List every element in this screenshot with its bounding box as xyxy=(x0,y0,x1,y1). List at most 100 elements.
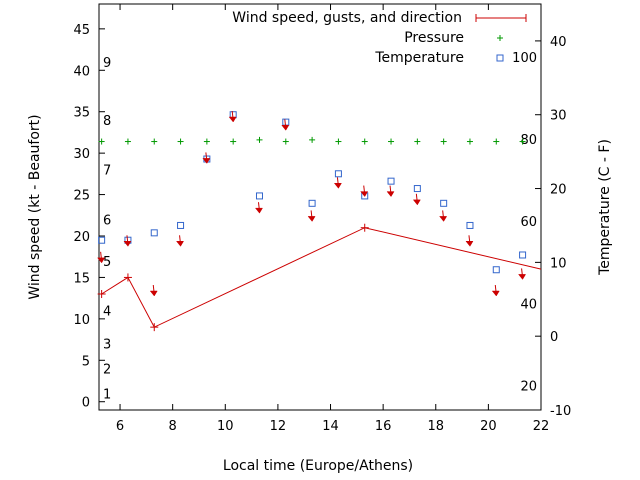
temperature-point xyxy=(440,199,448,207)
temperature-point xyxy=(519,251,527,259)
temperature-point xyxy=(98,236,106,244)
temperature-point xyxy=(334,170,342,178)
pressure-point xyxy=(256,136,263,143)
wind-direction-arrow xyxy=(465,235,474,247)
x-tick-label: 8 xyxy=(169,419,177,434)
temperature-point xyxy=(413,185,421,193)
legend-wind-label: Wind speed, gusts, and direction xyxy=(232,10,462,26)
temperature-point xyxy=(255,192,263,200)
legend-pressure-label: Pressure xyxy=(404,30,464,46)
wind-direction-head xyxy=(386,191,395,198)
wind-direction-arrow xyxy=(491,284,500,297)
axes-layer: 6 8 10 12 14 16 18 20 22051015202530354045-10010… xyxy=(73,4,571,434)
wind-direction-head xyxy=(254,207,263,214)
pressure-point xyxy=(177,138,184,145)
wind-direction-arrow xyxy=(439,210,448,222)
beaufort-label: 1 xyxy=(103,387,111,402)
temperature-point xyxy=(150,229,158,237)
series-layer xyxy=(97,110,542,332)
wind-point xyxy=(360,223,369,232)
wind-direction-head xyxy=(281,125,290,131)
y2-tick-label: 0 xyxy=(550,330,558,345)
pressure-point xyxy=(203,138,210,145)
y-tick-label: 40 xyxy=(73,64,90,79)
x-tick-label: 10 xyxy=(217,419,234,434)
beaufort-label: 7 xyxy=(103,164,111,179)
pressure-point xyxy=(388,138,395,145)
beaufort-label: 3 xyxy=(103,338,111,353)
beaufort-label: 2 xyxy=(103,363,111,378)
wind-direction-arrow xyxy=(228,110,237,123)
x-tick-label: 22 xyxy=(533,419,550,434)
wind-direction-head xyxy=(202,158,211,164)
y-tick-label: 15 xyxy=(73,271,90,286)
wind-direction-arrow xyxy=(307,210,316,222)
pressure-point xyxy=(335,138,342,145)
wind-direction-arrow xyxy=(333,177,342,189)
wind-direction-head xyxy=(518,274,527,280)
y2-tick-label: 10 xyxy=(550,256,567,271)
x-tick-label: 18 xyxy=(427,419,444,434)
wind-direction-head xyxy=(412,199,421,206)
wind-direction-arrow xyxy=(518,268,527,280)
x-tick-label: 16 xyxy=(375,419,392,434)
wind-point xyxy=(123,273,132,282)
pressure-point xyxy=(309,136,316,143)
pressure-point xyxy=(124,138,131,145)
wind-direction-head xyxy=(465,241,474,247)
wind-speed-line xyxy=(101,227,542,328)
wind-direction-arrow xyxy=(97,251,106,264)
wind-direction-head xyxy=(176,241,185,247)
temperature-point xyxy=(308,199,316,207)
fahrenheit-label: 80 xyxy=(520,133,537,148)
wind-direction-head xyxy=(97,257,106,264)
wind-direction-arrow xyxy=(360,185,369,198)
fahrenheit-label: 40 xyxy=(520,298,537,313)
wind-direction-arrow xyxy=(202,152,211,164)
wind-direction-head xyxy=(307,216,316,222)
temperature-point xyxy=(492,266,500,274)
x-tick-label: 6 xyxy=(116,419,124,434)
wind-direction-arrow xyxy=(176,235,185,247)
y-tick-label: 30 xyxy=(73,147,90,162)
beaufort-label: 8 xyxy=(103,114,111,129)
beaufort-label: 6 xyxy=(103,213,111,228)
wind-direction-head xyxy=(228,116,237,123)
legend: Wind speed, gusts, and direction Pressur… xyxy=(232,10,527,66)
beaufort-label: 4 xyxy=(103,305,111,320)
y2-tick-label: 30 xyxy=(550,109,567,124)
x-tick-label: 14 xyxy=(322,419,339,434)
wind-direction-arrow xyxy=(254,202,263,214)
wind-direction-head xyxy=(360,191,369,198)
wind-direction-head xyxy=(439,216,448,222)
legend-temperature-marker xyxy=(496,54,504,62)
wind-point xyxy=(97,290,106,298)
legend-pressure-marker xyxy=(497,35,503,41)
y-tick-label: 10 xyxy=(73,313,90,328)
pressure-point xyxy=(440,138,447,145)
y2-tick-label: 40 xyxy=(550,35,567,50)
x-tick-label: 12 xyxy=(270,419,287,434)
wind-direction-arrow xyxy=(281,119,290,131)
pressure-point xyxy=(98,138,105,145)
temperature-point xyxy=(466,221,474,229)
x-axis-label: Local time (Europe/Athens) xyxy=(223,458,413,474)
y-tick-label: 25 xyxy=(73,189,90,204)
pressure-point xyxy=(414,138,421,145)
pressure-point xyxy=(466,138,473,145)
wind-direction-arrow xyxy=(412,193,421,206)
y2-axis-label: Temperature (C - F) xyxy=(597,139,613,276)
y-tick-label: 45 xyxy=(73,23,90,38)
beaufort-label: 5 xyxy=(103,255,111,270)
fahrenheit-label: 20 xyxy=(520,380,537,395)
y-axis-label: Wind speed (kt - Beaufort) xyxy=(27,114,43,299)
wind-direction-arrow xyxy=(149,284,158,297)
wind-direction-head xyxy=(491,290,500,297)
pressure-point xyxy=(493,138,500,145)
pressure-point xyxy=(282,138,289,145)
wind-direction-head xyxy=(123,241,132,247)
pressure-point xyxy=(519,138,526,145)
pressure-point xyxy=(230,138,237,145)
y2-tick-label: 20 xyxy=(550,183,567,198)
